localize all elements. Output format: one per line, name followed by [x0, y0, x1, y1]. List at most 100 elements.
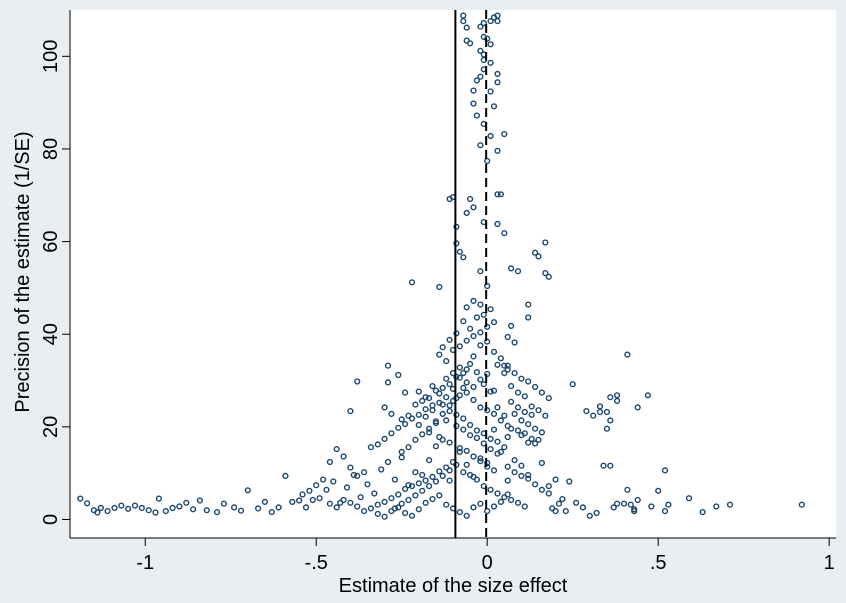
data-point	[477, 376, 484, 383]
data-point	[422, 394, 429, 401]
data-point	[196, 497, 204, 504]
data-point	[467, 421, 474, 429]
data-point	[367, 505, 375, 512]
data-point	[432, 478, 440, 485]
data-point	[521, 503, 528, 510]
data-point	[439, 410, 446, 418]
data-point	[473, 476, 481, 483]
data-point	[439, 384, 446, 392]
data-point	[436, 492, 443, 499]
data-point	[388, 410, 395, 418]
data-point	[419, 487, 426, 494]
data-point	[494, 18, 501, 25]
data-point	[511, 339, 518, 346]
data-point	[648, 503, 655, 510]
data-point	[528, 435, 535, 443]
data-point	[412, 492, 419, 499]
x-axis-title: Estimate of the size effect	[339, 575, 568, 597]
data-point	[504, 433, 511, 441]
plot-area	[70, 10, 836, 538]
data-point	[484, 508, 491, 515]
data-point	[145, 507, 152, 514]
data-point	[453, 411, 460, 418]
data-point	[333, 504, 340, 511]
data-point	[487, 88, 494, 95]
data-point	[484, 323, 491, 330]
data-point	[490, 503, 498, 510]
data-point	[603, 425, 611, 432]
data-point	[494, 12, 501, 19]
data-point	[446, 477, 453, 484]
data-point	[487, 132, 494, 140]
data-point	[494, 70, 501, 78]
data-point	[94, 509, 101, 516]
y-tick-label: 0	[40, 514, 62, 525]
data-point	[470, 353, 477, 360]
data-point	[429, 496, 436, 503]
data-point	[501, 230, 508, 237]
data-point	[460, 415, 467, 422]
data-point	[402, 509, 409, 517]
data-point	[384, 458, 392, 466]
data-point	[487, 59, 494, 66]
data-point	[460, 18, 467, 25]
y-tick-label: 40	[40, 323, 62, 345]
data-point	[326, 458, 334, 466]
data-point	[364, 481, 371, 488]
data-point	[395, 371, 402, 379]
data-point	[501, 362, 508, 369]
data-point	[487, 18, 494, 25]
data-point	[470, 204, 477, 211]
data-point	[525, 314, 532, 321]
data-point	[610, 504, 617, 511]
x-tick-label: 0	[482, 552, 493, 574]
data-point	[463, 366, 470, 373]
data-point	[405, 412, 412, 419]
data-point	[627, 501, 634, 508]
data-point	[422, 413, 429, 420]
data-point	[343, 484, 351, 491]
data-point	[470, 87, 477, 94]
data-point	[655, 487, 662, 494]
data-point	[545, 483, 552, 490]
data-point	[494, 147, 501, 154]
data-point	[453, 240, 460, 247]
data-point	[299, 491, 306, 498]
data-point	[661, 467, 669, 474]
data-point	[613, 397, 621, 405]
data-point	[169, 504, 176, 512]
data-point	[408, 512, 416, 519]
data-point	[320, 476, 327, 483]
data-point	[402, 421, 409, 428]
data-point	[467, 432, 474, 439]
data-point	[555, 500, 563, 507]
data-point	[531, 383, 539, 391]
data-point	[436, 468, 443, 475]
y-tick-label: 100	[40, 40, 62, 73]
data-point	[111, 504, 118, 512]
data-point	[453, 373, 460, 380]
data-point	[525, 439, 532, 446]
y-axis-title: Precision of the estimate (1/SE)	[12, 131, 34, 412]
data-point	[306, 487, 313, 494]
data-point	[446, 381, 453, 388]
y-tick-label: 60	[40, 230, 62, 252]
data-point	[422, 477, 429, 484]
data-point	[395, 424, 402, 431]
data-point	[155, 495, 163, 502]
data-point	[514, 389, 522, 396]
data-point	[460, 254, 467, 261]
data-point	[316, 495, 323, 502]
data-point	[463, 209, 470, 217]
data-point	[443, 394, 450, 401]
data-point	[460, 384, 467, 392]
data-point	[501, 444, 508, 451]
data-point	[190, 506, 197, 513]
data-point	[487, 41, 494, 48]
data-point	[596, 403, 604, 410]
data-point	[467, 471, 474, 479]
data-point	[477, 500, 484, 507]
data-point	[162, 508, 169, 515]
data-point	[521, 408, 528, 416]
data-point	[569, 381, 576, 388]
